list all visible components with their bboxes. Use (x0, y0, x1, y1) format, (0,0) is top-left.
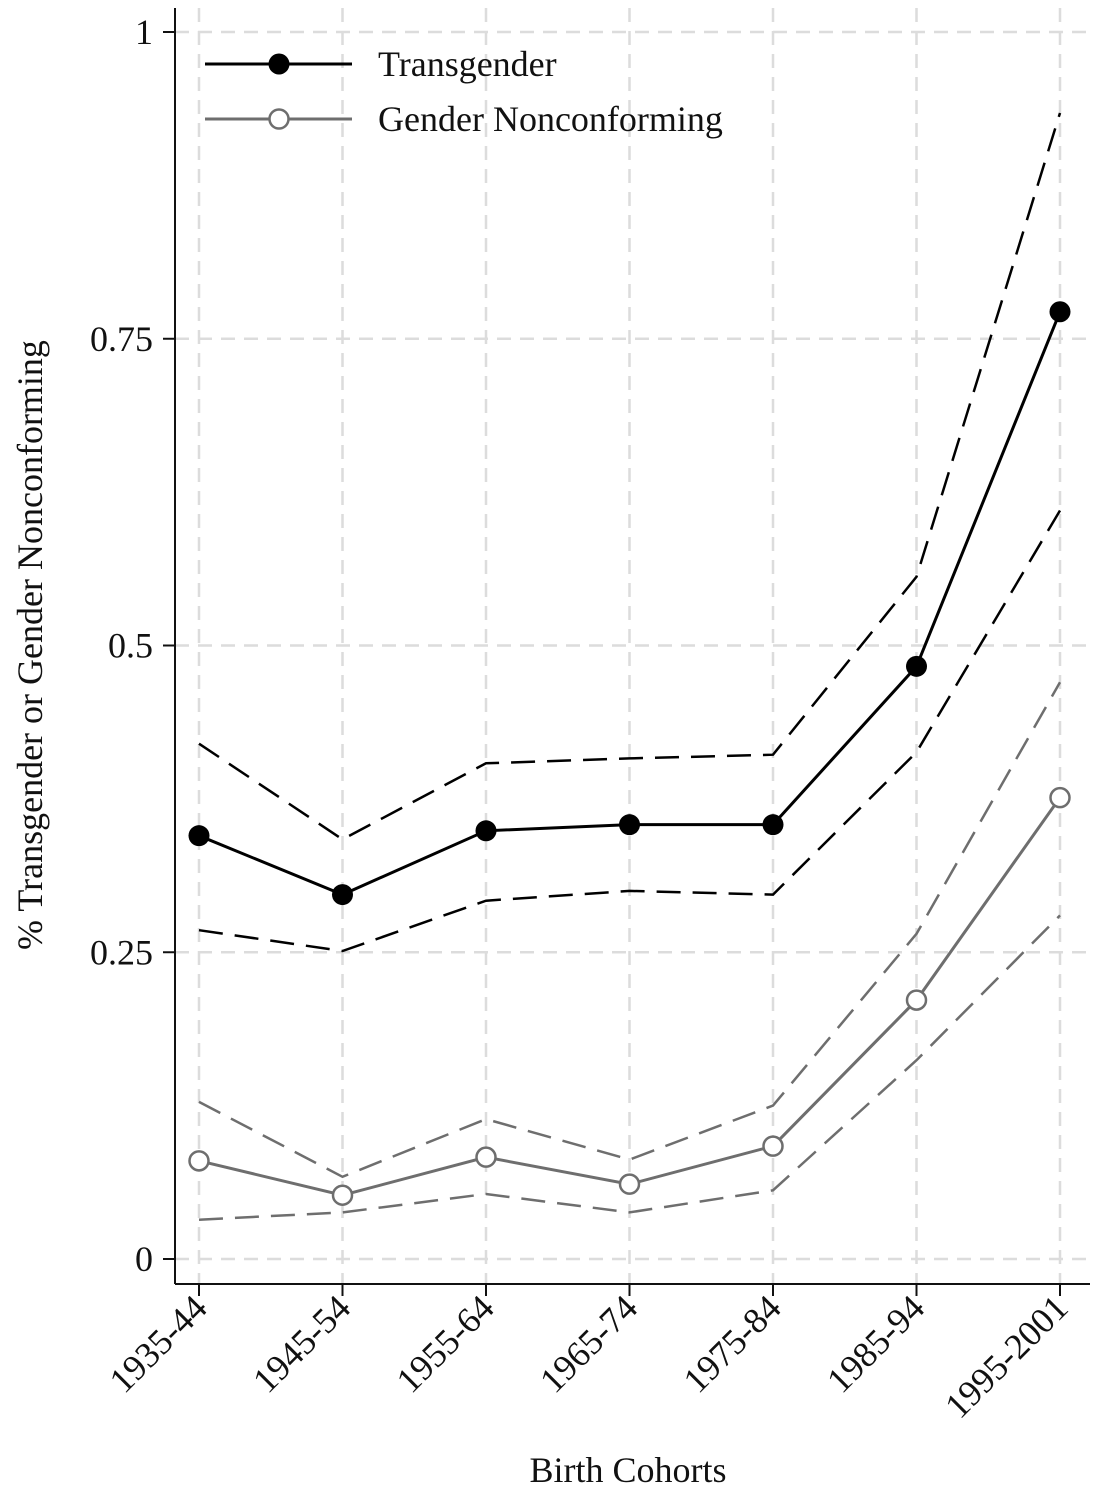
y-tick-label: 0.25 (90, 932, 153, 972)
gender-nonconforming-point (1049, 786, 1071, 809)
legend-marker-transgender (268, 53, 290, 75)
transgender-point (619, 814, 640, 836)
gender-nonconforming-ci-upper-line (198, 681, 1062, 1179)
x-tick-label: 1935-44 (102, 1287, 215, 1400)
x-tick-label: 1955-64 (389, 1287, 502, 1400)
y-axis-title: % Transgender or Gender Nonconforming (10, 340, 50, 950)
gender-nonconforming-point (188, 1150, 210, 1172)
transgender-point (332, 884, 353, 906)
gender-nonconforming-ci-lower-line (198, 914, 1061, 1221)
x-tick-label: 1995-2001 (937, 1287, 1076, 1426)
transgender-point (1049, 301, 1071, 323)
y-tick-label: 0 (135, 1239, 153, 1279)
y-tick-label: 1 (135, 12, 153, 52)
gender-nonconforming-point (762, 1135, 784, 1157)
grid (175, 8, 1090, 1284)
x-tick-label: 1985-94 (819, 1287, 932, 1400)
x-ticks: 1935-44 1945-54 1955-64 1965-74 1975-84 1985-… (102, 1284, 1076, 1426)
legend-label-gender-nonconforming: Gender Nonconforming (378, 99, 723, 139)
legend-label-transgender: Transgender (378, 44, 557, 84)
axes (174, 8, 1090, 1285)
gender-nonconforming-point (905, 989, 928, 1011)
transgender-ci-upper-line (198, 112, 1062, 841)
transgender-point (188, 825, 210, 847)
transgender-ci-lower-line (198, 509, 1062, 953)
y-tick-label: 0.75 (90, 319, 153, 359)
gender-nonconforming-point (331, 1184, 354, 1206)
transgender-point (906, 655, 927, 677)
series (188, 112, 1071, 1221)
x-tick-label: 1945-54 (245, 1287, 358, 1400)
y-ticks: 0 0.25 0.5 0.75 1 (90, 12, 175, 1279)
gender-nonconforming-point (618, 1173, 641, 1195)
gender-nonconforming-point (475, 1146, 497, 1168)
legend-marker-gender-nonconforming (268, 108, 290, 130)
legend: Transgender Gender Nonconforming (205, 44, 723, 139)
x-axis-title: Birth Cohorts (529, 1450, 726, 1490)
y-tick-label: 0.5 (108, 626, 153, 666)
transgender-point (762, 814, 784, 836)
x-tick-label: 1965-74 (532, 1287, 645, 1400)
transgender-point (475, 820, 497, 842)
x-tick-label: 1975-84 (676, 1287, 789, 1400)
